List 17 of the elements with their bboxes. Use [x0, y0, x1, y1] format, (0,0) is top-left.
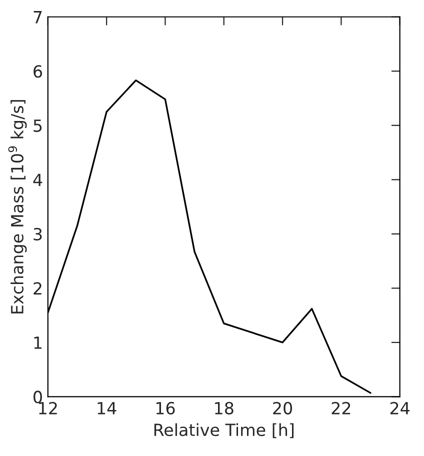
x-tick-label: 24	[390, 402, 410, 414]
x-tick-label: 16	[156, 402, 175, 414]
y-tick-label: 0	[34, 390, 42, 404]
x-tick-label: 18	[215, 402, 234, 414]
y-tick-label: 4	[33, 174, 42, 186]
y-tick-label: 2	[34, 282, 42, 295]
y-tick-label: 3	[34, 228, 42, 240]
x-tick-label: 20	[273, 402, 292, 414]
x-axis-title: Relative Time [h]	[154, 423, 294, 438]
x-tick-label: 14	[98, 402, 116, 414]
y-axis-title: Exchange Mass [10$^{9}$ kg/s]	[8, 100, 27, 314]
y-tick-label: 6	[34, 65, 42, 78]
y-tick-label: 1	[34, 336, 42, 349]
y-tick-label: 7	[34, 11, 42, 24]
x-tick-label: 12	[39, 402, 57, 414]
x-tick-label: 22	[332, 402, 350, 414]
y-tick-label: 5	[34, 120, 42, 132]
